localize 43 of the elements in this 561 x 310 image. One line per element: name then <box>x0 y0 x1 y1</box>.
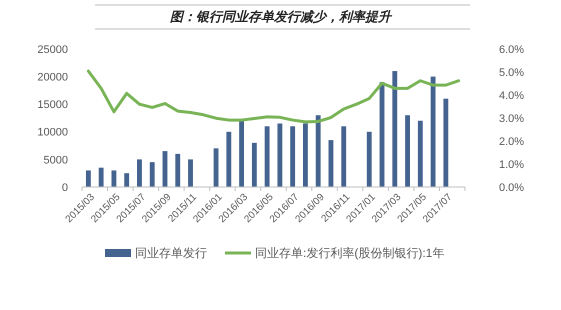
bar <box>418 120 423 187</box>
bar <box>328 140 334 187</box>
y-tick-label: 15000 <box>37 99 68 112</box>
y-tick-label: 5000 <box>44 154 68 166</box>
bar <box>162 151 168 187</box>
y2-tick-label: 3.0% <box>499 112 524 125</box>
bar <box>302 124 308 187</box>
y2-tick-label: 0.0% <box>499 182 524 194</box>
bar <box>214 148 218 187</box>
bar <box>239 120 244 187</box>
legend-label: 同业存单发行 <box>135 246 207 260</box>
bar <box>366 132 372 187</box>
y-tick-label: 10000 <box>37 126 68 139</box>
bar <box>380 82 384 187</box>
y-tick-label: 25000 <box>37 44 68 56</box>
bar <box>264 126 270 187</box>
legend-label: 同业存单:发行利率(股份制银行):1年 <box>255 246 444 260</box>
bar <box>341 126 346 187</box>
bar <box>430 76 436 187</box>
bar <box>111 170 116 187</box>
bar <box>124 173 130 187</box>
bar <box>188 159 193 187</box>
line-series <box>86 70 460 124</box>
bar <box>98 168 104 187</box>
bar <box>277 124 282 187</box>
y-tick-label: 20000 <box>37 71 68 84</box>
bar <box>137 159 142 187</box>
chart-title: 图：银行同业存单发行减少，利率提升 <box>170 9 393 25</box>
bar <box>405 115 410 187</box>
y-tick-label: 0 <box>62 182 68 194</box>
bar <box>443 98 448 187</box>
bar <box>392 71 398 187</box>
y2-tick-label: 5.0% <box>499 66 524 79</box>
y2-tick-label: 2.0% <box>499 136 524 148</box>
bar <box>252 142 257 187</box>
bar <box>226 132 232 187</box>
bar <box>86 170 91 187</box>
bar <box>290 126 296 187</box>
y2-tick-label: 4.0% <box>499 90 524 102</box>
y2-tick-label: 1.0% <box>499 158 524 171</box>
y2-tick-label: 6.0% <box>499 44 524 56</box>
bar <box>150 162 155 187</box>
bar <box>175 154 180 187</box>
